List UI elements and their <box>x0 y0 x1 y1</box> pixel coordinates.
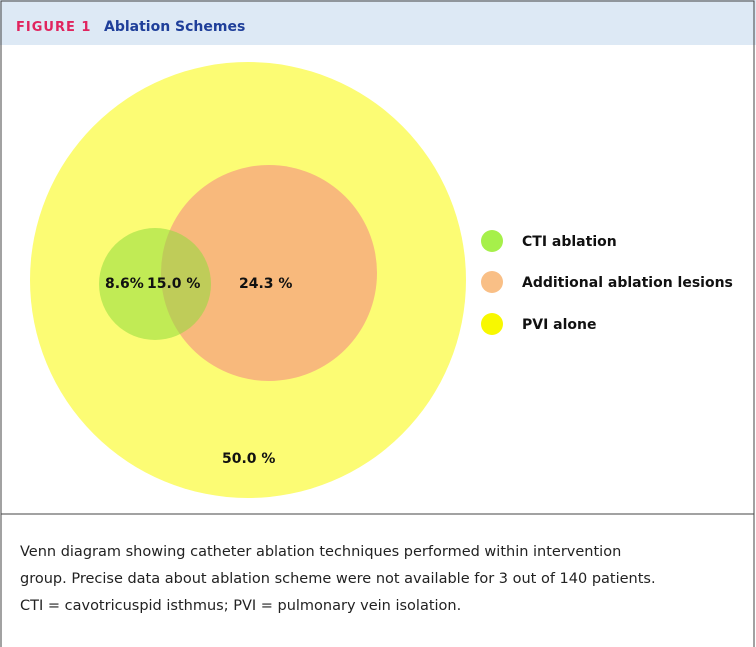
legend-label: CTI ablation <box>522 234 617 250</box>
region-label: 50.0 % <box>222 451 275 467</box>
additional-circle <box>161 165 377 381</box>
region-label: 8.6% <box>105 276 144 292</box>
legend-swatch <box>481 313 503 335</box>
figure-label: FIGURE 1 <box>16 20 91 35</box>
header-band <box>0 0 756 45</box>
legend-swatch <box>481 271 503 293</box>
cti-circle <box>99 228 211 340</box>
figure-border <box>0 0 755 515</box>
caption-line: Venn diagram showing catheter ablation t… <box>20 544 621 560</box>
legend-label: PVI alone <box>522 317 597 333</box>
region-label: 24.3 % <box>239 276 292 292</box>
region-label: 15.0 % <box>147 276 200 292</box>
caption-line: group. Precise data about ablation schem… <box>20 571 656 587</box>
legend-swatch <box>481 230 503 252</box>
legend-label: Additional ablation lesions <box>522 275 733 291</box>
figure-title: Ablation Schemes <box>104 19 245 35</box>
caption-line: CTI = cavotricuspid isthmus; PVI = pulmo… <box>20 598 461 614</box>
